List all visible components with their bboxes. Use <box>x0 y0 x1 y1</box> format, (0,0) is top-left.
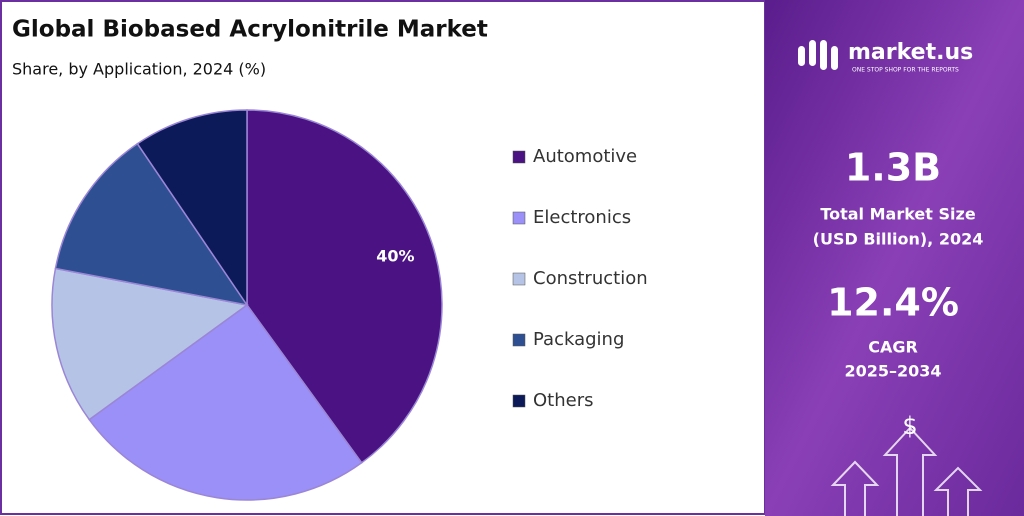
side-panel <box>765 0 1024 516</box>
dollar-icon: $ <box>902 412 917 440</box>
legend-swatch <box>512 211 526 225</box>
cagr-label: CAGR <box>868 338 918 357</box>
brand: market.us <box>848 40 973 65</box>
legend-swatch <box>512 272 526 286</box>
pie-slice <box>51 267 249 421</box>
market-size-label: (USD Billion), 2024 <box>813 230 984 249</box>
pie-slice <box>246 109 443 464</box>
pie-slice <box>54 142 249 307</box>
legend-label: Automotive <box>533 146 637 167</box>
legend-label: Others <box>533 390 594 411</box>
pie-slice <box>88 303 363 501</box>
arrows-decoration <box>830 426 983 516</box>
logo-icon <box>798 40 838 70</box>
data-label: 40% <box>376 246 414 265</box>
legend-swatch <box>512 394 526 408</box>
cagr: 12.4% <box>827 281 959 325</box>
legend-swatch <box>512 333 526 347</box>
legend-label: Packaging <box>533 329 624 350</box>
legend-swatch <box>512 150 526 164</box>
market-size-label: Total Market Size <box>820 205 975 224</box>
chart-subtitle: Share, by Application, 2024 (%) <box>12 60 266 79</box>
market-size: 1.3B <box>845 146 941 190</box>
tagline: ONE STOP SHOP FOR THE REPORTS <box>852 67 959 74</box>
legend-label: Construction <box>533 268 648 289</box>
cagr-label: 2025–2034 <box>844 362 941 381</box>
legend-label: Electronics <box>533 207 631 228</box>
chart-title: Global Biobased Acrylonitrile Market <box>12 17 488 43</box>
pie-slice <box>136 109 248 308</box>
